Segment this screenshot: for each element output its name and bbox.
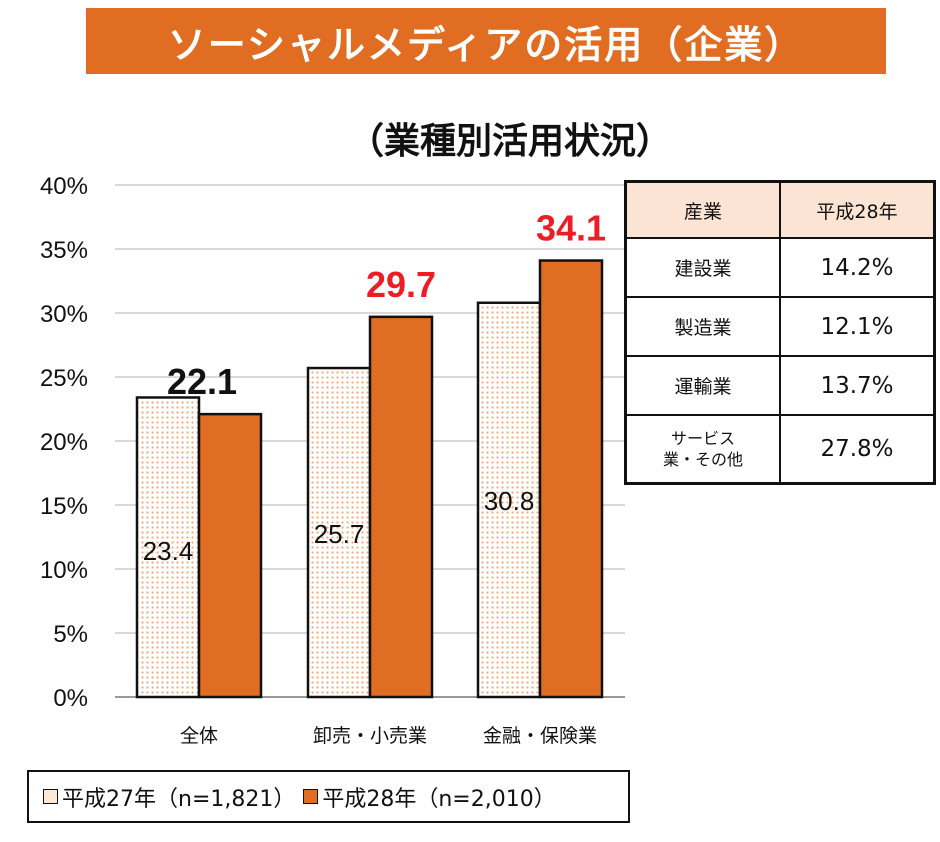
data-label-2015: 23.4 (143, 536, 194, 566)
header-cell: 平成28年 (779, 180, 936, 239)
y-tick-label: 40% (40, 173, 88, 200)
bar-2016 (197, 412, 263, 699)
table-row: サービス 業・その他 27.8% (624, 414, 936, 484)
x-tick-label: 金融・保険業 (483, 725, 597, 747)
bar-2016 (538, 259, 604, 699)
x-tick-label: 全体 (180, 725, 218, 747)
x-tick-label: 卸売・小売業 (313, 725, 427, 747)
title: ソーシャルメディアの活用（企業） (167, 22, 805, 67)
bar-2015 (306, 366, 372, 699)
legend-label-2016: 平成28年（n=2,010） (322, 786, 556, 812)
y-tick-label: 25% (40, 365, 88, 392)
header-cell: 産業 (624, 180, 781, 239)
data-label-2015: 30.8 (484, 486, 535, 516)
bar-2015 (135, 396, 201, 699)
legend: 平成27年（n=1,821） 平成28年（n=2,010） (27, 770, 630, 823)
value-cell: 14.2% (779, 237, 936, 298)
title-bar: ソーシャルメディアの活用（企業） (86, 8, 886, 74)
table-row: 運輸業 13.7% (624, 355, 936, 416)
y-tick-label: 0% (53, 685, 88, 712)
y-tick-label: 10% (40, 557, 88, 584)
value-cell: 13.7% (779, 355, 936, 416)
table-row: 建設業 14.2% (624, 237, 936, 298)
value-cell: 27.8% (779, 414, 936, 484)
industry-cell: 運輸業 (624, 355, 781, 416)
y-tick-label: 20% (40, 429, 88, 456)
value-cell: 12.1% (779, 296, 936, 357)
y-tick-label: 30% (40, 301, 88, 328)
legend-swatch-2015 (43, 789, 58, 804)
y-tick-label: 35% (40, 237, 88, 264)
data-label-2016: 29.7 (366, 264, 436, 305)
subtitle: （業種別活用状況） (347, 121, 672, 162)
bar-2016 (368, 315, 434, 699)
industry-table: 産業 平成28年 建設業 14.2% 製造業 12.1% 運輸業 13.7% サービス … (624, 180, 936, 485)
y-tick-label: 5% (53, 621, 88, 648)
table-row: 製造業 12.1% (624, 296, 936, 357)
legend-swatch-2016 (303, 789, 319, 804)
bar-2015 (476, 301, 542, 699)
legend-label-2015: 平成27年（n=1,821） (62, 786, 296, 812)
industry-cell: サービス 業・その他 (624, 414, 781, 484)
table-header-row: 産業 平成28年 (624, 180, 936, 239)
data-label-2016: 22.1 (167, 361, 237, 402)
industry-cell: 建設業 (624, 237, 781, 298)
y-tick-label: 15% (40, 493, 88, 520)
data-label-2016: 34.1 (536, 208, 606, 249)
data-label-2015: 25.7 (314, 519, 365, 549)
industry-cell: 製造業 (624, 296, 781, 357)
